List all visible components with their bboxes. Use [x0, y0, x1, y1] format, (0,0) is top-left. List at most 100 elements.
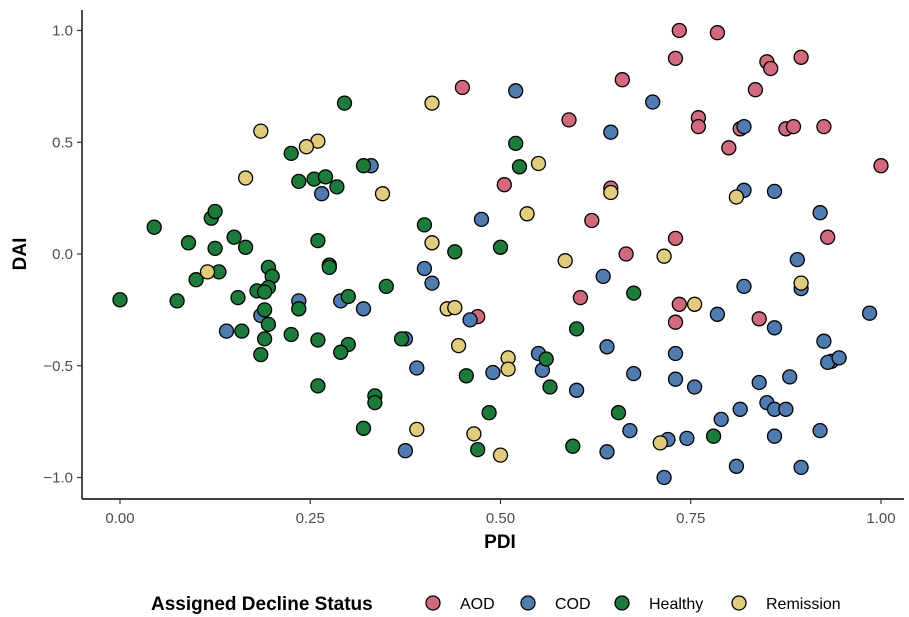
point-remission — [530, 155, 547, 172]
point-healthy — [321, 259, 337, 276]
point-healthy — [610, 405, 627, 421]
point-healthy — [329, 179, 345, 195]
point-remission — [686, 296, 703, 312]
point-healthy — [260, 316, 277, 333]
point-cod — [793, 459, 809, 476]
point-cod — [766, 428, 783, 444]
point-healthy — [291, 173, 307, 190]
point-healthy — [207, 240, 223, 257]
y-tick-label: −0.5 — [43, 358, 73, 375]
point-cod — [766, 183, 783, 200]
point-healthy — [188, 272, 204, 288]
point-cod — [314, 186, 330, 202]
x-tick-label: 1.00 — [866, 510, 895, 527]
point-healthy — [234, 323, 250, 339]
legend-key-healthy — [614, 595, 630, 611]
point-cod — [816, 333, 832, 349]
point-healthy — [283, 326, 299, 343]
point-healthy — [256, 302, 273, 318]
point-aod — [721, 140, 737, 156]
y-tick-label: 0.0 — [52, 246, 73, 263]
point-remission — [450, 337, 467, 354]
y-axis-title: DAI — [10, 238, 31, 271]
point-healthy — [481, 405, 497, 421]
point-remission — [466, 426, 482, 442]
y-axis-ticks: −1.0 −0.5 0.0 0.5 1.0 — [43, 23, 82, 487]
point-cod — [713, 411, 729, 428]
point-cod — [508, 83, 524, 99]
legend-label-remission: Remission — [766, 596, 841, 613]
point-cod — [679, 430, 695, 447]
point-cod — [603, 124, 619, 140]
point-remission — [500, 361, 516, 377]
point-healthy — [508, 135, 524, 152]
point-aod — [820, 229, 836, 245]
point-aod — [671, 22, 687, 39]
point-healthy — [416, 217, 433, 233]
point-healthy — [447, 244, 463, 260]
point-cod — [397, 443, 414, 459]
point-healthy — [378, 278, 394, 295]
point-cod — [732, 401, 748, 417]
point-cod — [568, 382, 585, 398]
point-remission — [424, 235, 440, 251]
y-tick-label: 1.0 — [52, 23, 73, 40]
point-cod — [462, 312, 478, 328]
point-cod — [812, 205, 828, 221]
legend-key-cod — [520, 595, 536, 611]
point-remission — [199, 264, 216, 280]
point-healthy — [568, 321, 585, 337]
point-aod — [618, 246, 634, 262]
point-healthy — [237, 239, 254, 255]
x-tick-label: 0.75 — [676, 510, 705, 527]
x-tick-label: 0.00 — [105, 510, 134, 527]
point-remission — [374, 186, 391, 202]
point-cod — [789, 251, 805, 268]
point-cod — [626, 365, 642, 382]
point-cod — [751, 374, 767, 391]
point-remission — [253, 123, 269, 139]
point-cod — [728, 458, 745, 474]
point-aod — [496, 177, 512, 193]
point-cod — [766, 320, 783, 336]
point-cod — [736, 278, 752, 295]
point-healthy — [310, 378, 326, 394]
point-healthy — [492, 239, 509, 255]
point-healthy — [393, 331, 410, 347]
point-healthy — [458, 368, 474, 384]
point-remission — [519, 206, 535, 222]
point-cod — [831, 350, 847, 366]
point-healthy — [291, 301, 307, 317]
point-cod — [424, 275, 440, 291]
point-healthy — [256, 331, 273, 347]
legend-label-cod: COD — [555, 596, 591, 613]
point-cod — [595, 268, 611, 285]
point-cod — [709, 306, 726, 322]
x-tick-label: 0.25 — [296, 510, 325, 527]
point-cod — [416, 260, 433, 277]
point-healthy — [538, 351, 554, 367]
point-healthy — [626, 285, 642, 301]
point-healthy — [226, 229, 242, 245]
legend-label-healthy: Healthy — [649, 596, 703, 613]
point-healthy — [470, 441, 486, 458]
point-cod — [667, 371, 684, 387]
point-healthy — [333, 344, 349, 360]
point-aod — [763, 60, 779, 77]
point-cod — [622, 422, 638, 439]
point-aod — [785, 118, 802, 135]
x-axis-ticks: 0.00 0.25 0.50 0.75 1.00 — [105, 499, 896, 527]
point-healthy — [340, 288, 356, 305]
legend-label-aod: AOD — [460, 596, 495, 613]
point-cod — [473, 211, 490, 228]
x-axis-title: PDI — [484, 532, 516, 553]
point-cod — [599, 339, 615, 355]
point-healthy — [180, 235, 197, 251]
point-healthy — [367, 394, 383, 411]
point-aod — [667, 50, 684, 67]
point-healthy — [169, 293, 185, 309]
point-remission — [656, 248, 672, 264]
point-aod — [667, 230, 684, 247]
point-healthy — [207, 203, 223, 220]
